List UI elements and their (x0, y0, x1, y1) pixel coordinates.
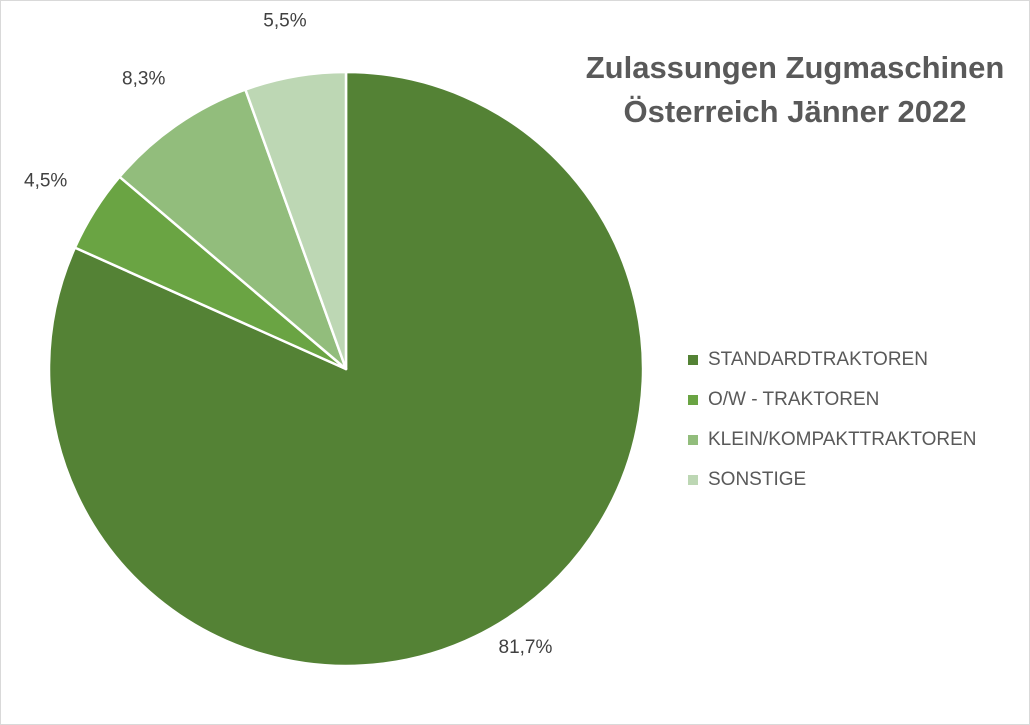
data-label-klein-kompakttraktoren: 8,3% (122, 68, 165, 89)
legend-label: STANDARDTRAKTOREN (708, 349, 928, 370)
pie-slice-standardtraktoren (47, 70, 645, 668)
legend-swatch (688, 355, 698, 365)
pie-slice-sonstige (244, 70, 348, 371)
legend-item-standardtraktoren: STANDARDTRAKTOREN (688, 340, 977, 380)
pie-slice-klein-kompakttraktoren (118, 88, 348, 371)
data-label-standardtraktoren: 81,7% (499, 637, 553, 658)
legend-swatch (688, 395, 698, 405)
pie-slices (47, 70, 645, 668)
legend-swatch (688, 475, 698, 485)
chart-title-line-1: Zulassungen Zugmaschinen (585, 50, 1005, 85)
legend-label: SONSTIGE (708, 469, 807, 490)
legend-item-klein-kompakttraktoren: KLEIN/KOMPAKTTRAKTOREN (688, 420, 977, 460)
data-label-o-w-traktoren: 4,5% (24, 171, 67, 192)
data-label-sonstige: 5,5% (263, 10, 306, 31)
legend-swatch (688, 435, 698, 445)
chart-title-line-2: Österreich Jänner 2022 (623, 94, 967, 129)
chart-title: Zulassungen Zugmaschinen Österreich Jänn… (560, 46, 1030, 134)
legend: STANDARDTRAKTOREN O/W - TRAKTOREN KLEIN/KO… (688, 340, 977, 500)
legend-item-o-w-traktoren: O/W - TRAKTOREN (688, 380, 977, 420)
legend-label: KLEIN/KOMPAKTTRAKTOREN (708, 429, 977, 450)
pie-data-labels: 81,7% 4,5% 8,3% 5,5% (24, 10, 552, 658)
legend-label: O/W - TRAKTOREN (708, 389, 880, 410)
legend-item-sonstige: SONSTIGE (688, 460, 977, 500)
